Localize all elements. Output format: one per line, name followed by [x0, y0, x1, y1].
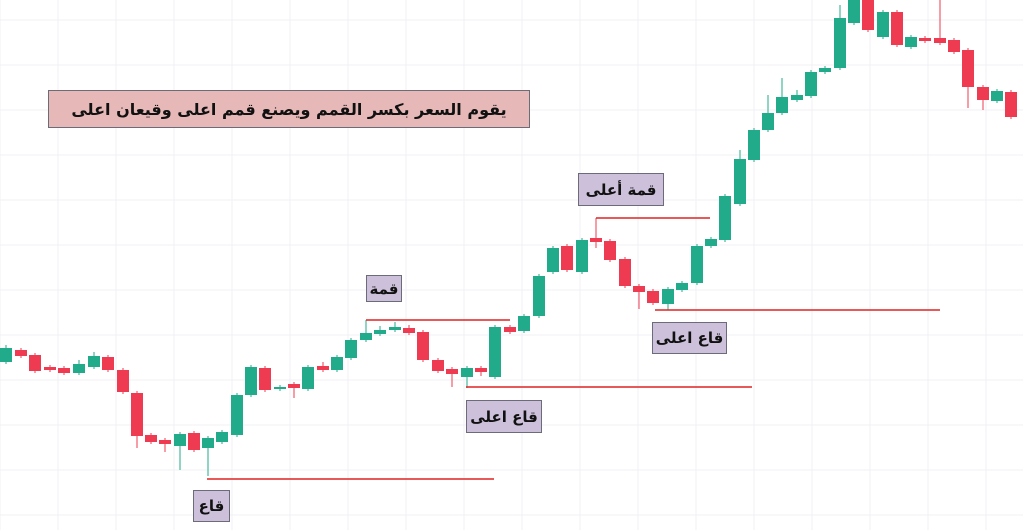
- higher-low-label: قاع اعلى: [652, 322, 727, 354]
- candle-body: [934, 38, 946, 43]
- candle-body: [345, 340, 357, 358]
- candle-body: [259, 368, 271, 390]
- candle-body: [962, 50, 974, 87]
- candle-body: [633, 286, 645, 292]
- candle-body: [117, 370, 129, 392]
- candle-body: [1005, 92, 1017, 117]
- candle-body: [948, 40, 960, 52]
- candle-body: [475, 368, 487, 372]
- candle-body: [29, 355, 41, 371]
- candle-body: [44, 367, 56, 370]
- candle-body: [576, 240, 588, 272]
- candle-body: [360, 333, 372, 340]
- candle-body: [891, 12, 903, 45]
- candle-body: [862, 0, 874, 30]
- candle-body: [619, 259, 631, 286]
- candle-body: [791, 95, 803, 100]
- candle-body: [417, 332, 429, 360]
- candle-body: [590, 238, 602, 242]
- candle-body: [216, 432, 228, 442]
- candle-body: [877, 12, 889, 37]
- candle-body: [691, 246, 703, 283]
- candle-body: [489, 327, 501, 377]
- candle-body: [231, 395, 243, 435]
- candle-body: [73, 364, 85, 373]
- candle-body: [848, 0, 860, 23]
- candle-body: [188, 433, 200, 450]
- candle-body: [88, 356, 100, 367]
- candle-body: [547, 248, 559, 272]
- candle-body: [647, 291, 659, 303]
- candle-body: [776, 97, 788, 113]
- candle-body: [604, 241, 616, 260]
- candle-body: [977, 87, 989, 100]
- candle-body: [991, 91, 1003, 101]
- candle-body: [102, 357, 114, 370]
- low-label: قاع: [193, 490, 230, 522]
- candle-body: [748, 130, 760, 160]
- candle-body: [719, 196, 731, 240]
- candle-body: [705, 239, 717, 246]
- candle-body: [676, 283, 688, 290]
- candle-body: [288, 384, 300, 388]
- higher-low-label: قاع اعلى: [466, 400, 542, 433]
- higher-peak-label: قمة أعلى: [578, 173, 664, 206]
- candle-body: [58, 368, 70, 373]
- candle-body: [317, 366, 329, 370]
- candle-body: [274, 387, 286, 389]
- candle-body: [0, 348, 12, 362]
- candle-body: [905, 37, 917, 47]
- candle-body: [446, 369, 458, 374]
- candle-body: [245, 367, 257, 395]
- candle-body: [389, 327, 401, 330]
- candle-body: [662, 289, 674, 304]
- candle-body: [805, 72, 817, 96]
- candle-body: [15, 350, 27, 356]
- candle-body: [202, 438, 214, 448]
- candle-body: [518, 316, 530, 331]
- candle-body: [174, 434, 186, 446]
- candle-body: [403, 328, 415, 333]
- candle-body: [561, 246, 573, 270]
- candle-body: [734, 159, 746, 204]
- candle-body: [533, 276, 545, 316]
- candle-body: [145, 435, 157, 442]
- candle-body: [762, 113, 774, 130]
- candle-body: [131, 393, 143, 436]
- candle-body: [504, 327, 516, 332]
- candle-body: [461, 368, 473, 377]
- title-box: يقوم السعر بكسر القمم ويصنع قمم اعلى وقي…: [48, 90, 530, 128]
- peak-label: قمة: [366, 275, 402, 302]
- candle-body: [819, 68, 831, 72]
- candle-body: [374, 330, 386, 334]
- candle-body: [432, 360, 444, 371]
- candle-body: [159, 440, 171, 444]
- candle-body: [331, 357, 343, 370]
- candle-body: [302, 367, 314, 389]
- candle-body: [919, 38, 931, 41]
- candle-body: [834, 18, 846, 68]
